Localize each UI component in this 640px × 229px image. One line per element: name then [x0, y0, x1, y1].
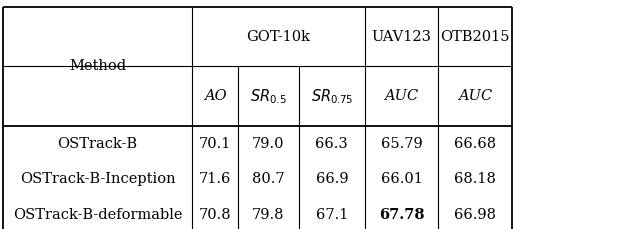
- Text: $SR_{0.5}$: $SR_{0.5}$: [250, 87, 287, 106]
- Text: $SR_{0.75}$: $SR_{0.75}$: [310, 87, 353, 106]
- Text: UAV123: UAV123: [372, 30, 431, 44]
- Text: AO: AO: [204, 89, 227, 103]
- Text: 79.0: 79.0: [252, 137, 285, 151]
- Text: 65.79: 65.79: [381, 137, 422, 151]
- Text: GOT-10k: GOT-10k: [246, 30, 310, 44]
- Text: 68.18: 68.18: [454, 172, 496, 186]
- Text: 71.6: 71.6: [199, 172, 231, 186]
- Text: 66.68: 66.68: [454, 137, 496, 151]
- Text: AUC: AUC: [458, 89, 492, 103]
- Text: Method: Method: [69, 59, 126, 74]
- Text: AUC: AUC: [385, 89, 419, 103]
- Text: 70.8: 70.8: [199, 208, 231, 222]
- Text: 79.8: 79.8: [252, 208, 285, 222]
- Text: 66.98: 66.98: [454, 208, 496, 222]
- Text: 66.3: 66.3: [316, 137, 348, 151]
- Text: OSTrack-B-Inception: OSTrack-B-Inception: [20, 172, 175, 186]
- Text: 67.78: 67.78: [379, 208, 424, 222]
- Text: 80.7: 80.7: [252, 172, 285, 186]
- Text: OSTrack-B-deformable: OSTrack-B-deformable: [13, 208, 182, 222]
- Text: OTB2015: OTB2015: [440, 30, 510, 44]
- Text: 67.1: 67.1: [316, 208, 348, 222]
- Text: 70.1: 70.1: [199, 137, 231, 151]
- Text: OSTrack-B: OSTrack-B: [58, 137, 138, 151]
- Text: 66.9: 66.9: [316, 172, 348, 186]
- Text: 66.01: 66.01: [381, 172, 422, 186]
